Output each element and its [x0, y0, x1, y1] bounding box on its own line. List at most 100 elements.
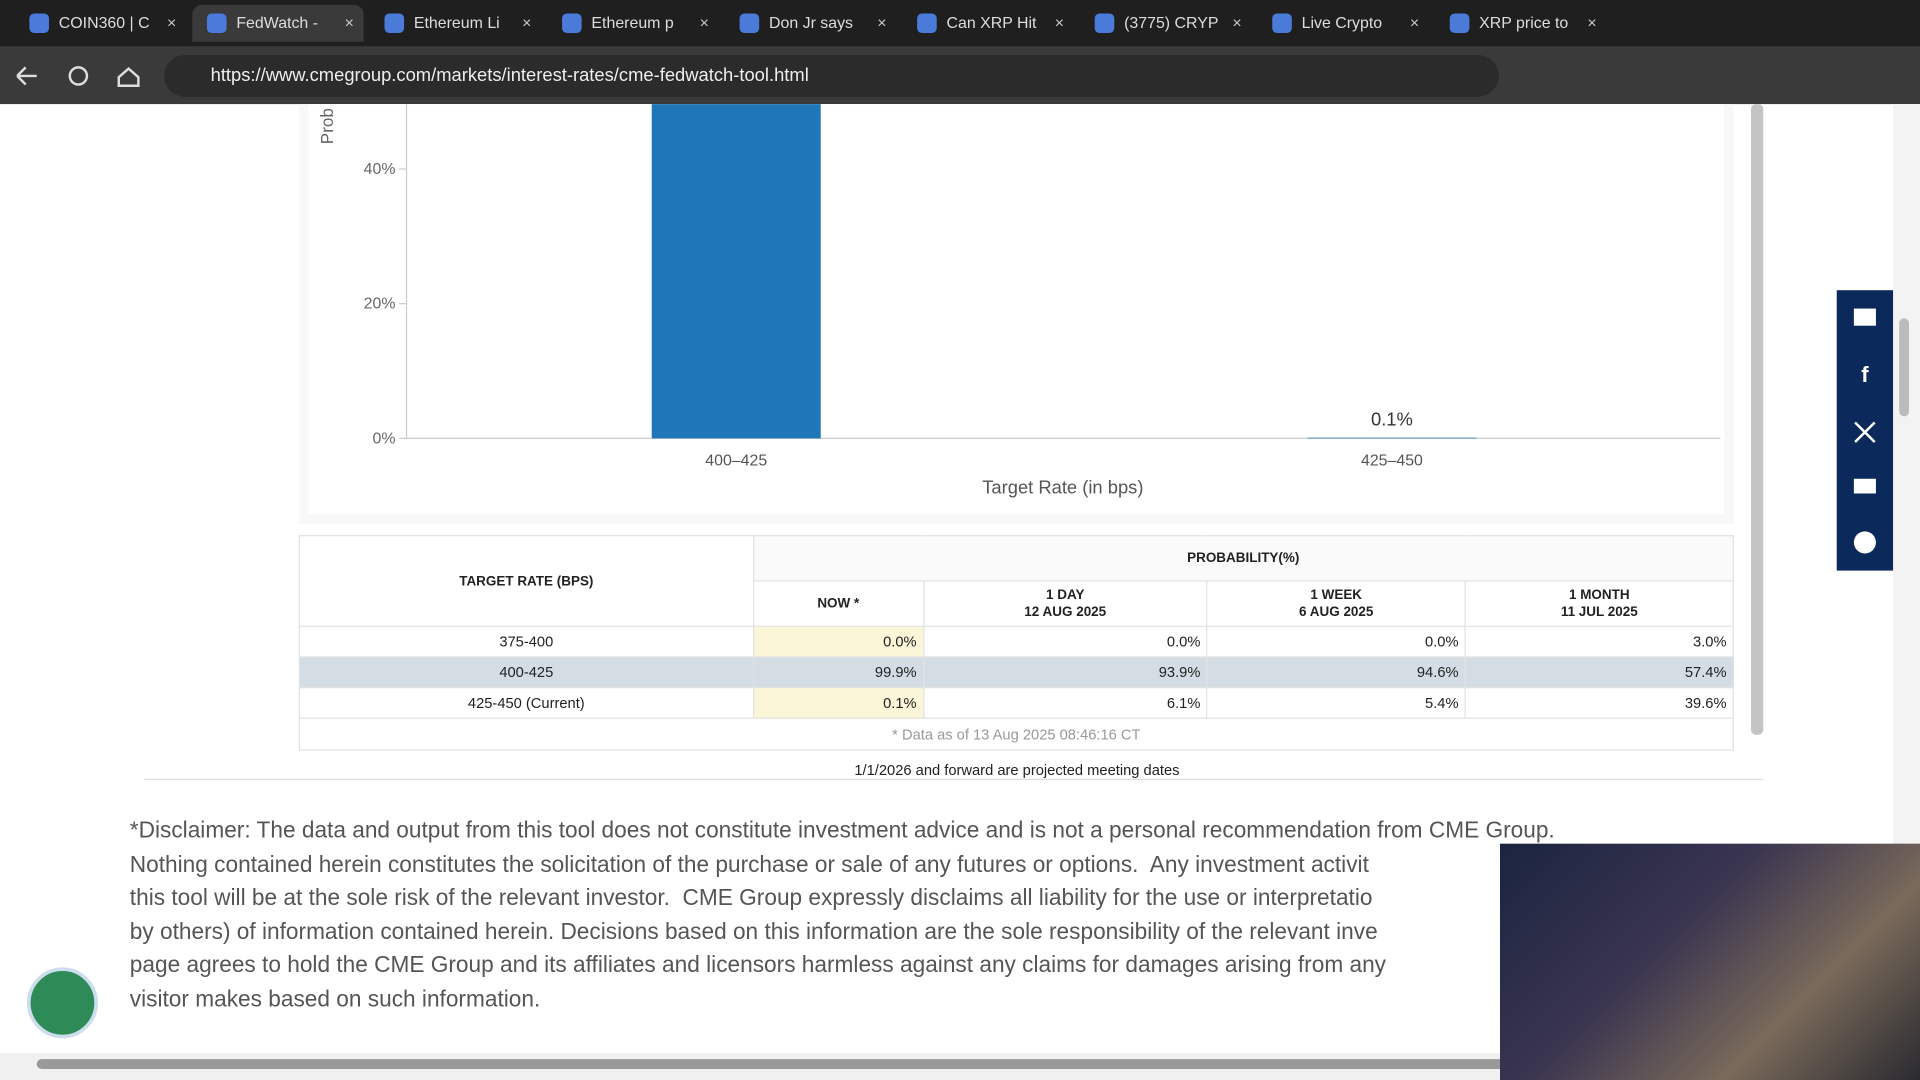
tab[interactable]: (3775) CRYP ×	[1080, 5, 1251, 42]
column-label: 1 WEEK	[1310, 587, 1363, 603]
tab-title: Live Crypto	[1301, 13, 1383, 32]
column-label: 12 AUG 2025	[1024, 604, 1107, 620]
disclaimer-line: this tool will be at the sole risk of th…	[129, 884, 1373, 911]
y-tick-label: 20%	[364, 296, 396, 313]
table-row: 400-425 99.9% 93.9% 94.6% 57.4%	[298, 656, 1734, 689]
webcam-overlay	[1500, 843, 1920, 1080]
y-axis-label: Prob	[317, 108, 337, 144]
share-bar[interactable]: f	[1836, 290, 1894, 571]
bar	[1307, 437, 1477, 439]
footer-note: 1/1/2026 and forward are projected meeti…	[0, 762, 1920, 779]
tab-close: ×	[522, 13, 532, 32]
note-cell: * Data as of 13 Aug 2025 08:46:16 CT	[298, 717, 1734, 751]
tab-icon	[917, 13, 937, 34]
tab[interactable]: XRP price to ×	[1435, 5, 1606, 42]
tab[interactable]: FedWatch - ×	[192, 4, 364, 42]
table-cell: 425-450 (Current)	[298, 686, 754, 719]
column-label: NOW *	[817, 596, 860, 612]
tab-title: Ethereum Li	[413, 13, 500, 32]
tab-title: COIN360 | C	[58, 13, 150, 32]
cookie-button[interactable]	[26, 967, 98, 1039]
url-bar[interactable]: https://www.cmegroup.com/markets/interes…	[164, 55, 1499, 97]
tab-close: ×	[699, 13, 709, 32]
table-cell: 0.0%	[752, 625, 924, 658]
header-cell: PROBABILITY(%)	[752, 535, 1734, 582]
header-cell: 1 DAY 12 AUG 2025	[922, 580, 1208, 627]
header-cell: 1 MONTH 11 JUL 2025	[1464, 580, 1734, 627]
tab-bar: COIN360 | C × FedWatch - × Ethereum Li × Ether…	[0, 0, 1920, 47]
table-cell: 6.1%	[922, 686, 1208, 719]
header-row: TARGET RATE (BPS) PROBABILITY(%)	[298, 535, 1734, 627]
table-cell: 400-425	[298, 656, 754, 689]
tab-close: ×	[1409, 13, 1420, 32]
nav-icons[interactable]	[12, 61, 147, 90]
header-cell: 1 WEEK 6 AUG 2025	[1206, 580, 1466, 627]
table-cell: 39.6%	[1464, 686, 1734, 719]
tab[interactable]: Ethereum p ×	[547, 5, 718, 42]
x-tick-label: 400–425	[705, 452, 767, 469]
tab-title: (3775) CRYP	[1124, 13, 1219, 32]
tab-icon	[562, 13, 582, 34]
tab-title: Can XRP Hit	[946, 13, 1037, 32]
tab-close: ×	[877, 13, 887, 32]
tab-icon	[1449, 13, 1470, 34]
tab-close: ×	[167, 13, 177, 32]
svg-text:f: f	[1861, 362, 1869, 387]
bar	[651, 104, 821, 439]
table-cell: 0.0%	[1206, 625, 1466, 658]
y-tick-label: 0%	[373, 430, 396, 447]
x-axis-label: Target Rate (in bps)	[982, 476, 1143, 497]
table-cell: 0.1%	[752, 686, 924, 719]
table-row: 375-400 0.0% 0.0% 0.0% 3.0%	[298, 625, 1734, 658]
tab-title: Don Jr says	[768, 13, 854, 32]
table-cell: 99.9%	[752, 656, 924, 689]
disclaimer-line: Nothing contained herein constitutes the…	[129, 850, 1369, 877]
tab[interactable]: Don Jr says ×	[725, 5, 896, 42]
table-cell: 0.0%	[922, 625, 1208, 658]
inner-scrollbar[interactable]	[1751, 104, 1764, 735]
share-icons[interactable]: f	[1837, 290, 1893, 570]
column-label: 1 MONTH	[1568, 587, 1630, 603]
tab-close: ×	[1054, 13, 1065, 32]
tab-close: ×	[344, 13, 354, 32]
table-row: 425-450 (Current) 0.1% 6.1% 5.4% 39.6%	[298, 686, 1734, 719]
chart: Prob Target Rate (in bps) 0% 20% 40% 400–42…	[298, 104, 1734, 525]
table-cell: 93.9%	[922, 656, 1208, 689]
tab[interactable]: Live Crypto ×	[1258, 5, 1429, 42]
table-cell: 5.4%	[1206, 686, 1466, 719]
table-cell: 94.6%	[1206, 656, 1466, 689]
note-row: * Data as of 13 Aug 2025 08:46:16 CT	[298, 717, 1734, 751]
disclaimer-line: by others) of information contained here…	[129, 918, 1378, 944]
header-cell: TARGET RATE (BPS)	[298, 535, 754, 627]
divider	[144, 778, 1764, 781]
disclaimer-line: *Disclaimer: The data and output from th…	[129, 816, 1555, 843]
tab-icon	[739, 13, 760, 34]
value-label: 0.1%	[1371, 408, 1413, 429]
tab-title: Ethereum p	[591, 13, 674, 32]
tab-title: XRP price to	[1479, 13, 1569, 32]
table-cell: 375-400	[298, 625, 754, 658]
tab-title: FedWatch -	[236, 13, 319, 32]
tab[interactable]: Ethereum Li ×	[370, 5, 541, 42]
header-cell: NOW *	[752, 580, 924, 627]
header-row: NOW * 1 DAY 12 AUG 2025 1 WEEK 6 AUG 2025 1 M…	[299, 580, 1734, 627]
table-cell: 3.0%	[1464, 625, 1734, 658]
tab-icon	[1272, 13, 1292, 34]
y-tick-label: 40%	[364, 161, 396, 178]
column-label: 1 DAY	[1046, 587, 1085, 603]
tab[interactable]: COIN360 | C ×	[15, 5, 186, 42]
disclaimer-line: visitor makes based on such information.	[129, 985, 541, 1012]
table-cell: 57.4%	[1464, 656, 1734, 689]
tab-icon	[206, 13, 227, 34]
tab[interactable]: Can XRP Hit ×	[902, 5, 1073, 42]
tab-icon	[384, 13, 405, 34]
column-label: 6 AUG 2025	[1299, 604, 1374, 620]
tab-icon	[1094, 13, 1115, 34]
disclaimer-line: page agrees to hold the CME Group and it…	[129, 951, 1387, 978]
tab-close: ×	[1232, 13, 1242, 32]
x-tick-label: 425–450	[1361, 452, 1423, 469]
probability-table: TARGET RATE (BPS) PROBABILITY(%) NOW * 1 DA…	[298, 535, 1734, 751]
tab-close: ×	[1587, 13, 1597, 32]
